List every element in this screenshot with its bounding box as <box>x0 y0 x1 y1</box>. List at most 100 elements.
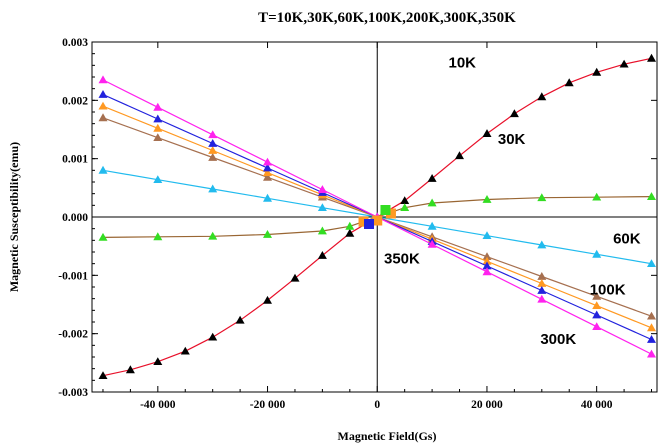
series-0-point <box>592 67 602 76</box>
series-0-point <box>427 174 437 182</box>
y-tick-label: 0.000 <box>62 212 88 224</box>
series-4-point <box>153 123 163 132</box>
series-3-point <box>482 252 492 260</box>
temperature-annotation: 10K <box>449 55 477 72</box>
temperature-annotation: 30K <box>498 131 526 148</box>
series-3-point <box>98 113 108 122</box>
series-0-point <box>98 371 108 379</box>
series-0-point <box>619 59 629 68</box>
series-1-point <box>98 232 108 241</box>
series-6-point <box>208 130 218 139</box>
series-4-point <box>263 168 272 176</box>
series-1-point <box>345 221 355 230</box>
series-4-point <box>482 256 492 265</box>
series-0-point <box>509 109 519 118</box>
series-5-point <box>263 163 272 172</box>
series-4-point <box>647 323 656 332</box>
series-4-point <box>537 279 547 287</box>
series-0-point <box>263 295 272 304</box>
series-0-point <box>208 332 218 341</box>
series-3-point <box>263 172 272 181</box>
y-tick-label: -0.002 <box>58 329 88 341</box>
origin-marker <box>372 215 383 226</box>
series-6-point <box>647 349 656 358</box>
series-2-point <box>592 249 602 258</box>
series-0-point <box>345 228 355 237</box>
series-0-point <box>537 92 547 101</box>
plot-area: -40 000 -20 000 0 20 000 40 000 0.003 0.002 0.0… <box>58 37 658 411</box>
origin-marker <box>364 219 375 229</box>
series-0-point <box>482 129 492 137</box>
y-tick-label: 0.002 <box>62 95 88 107</box>
series-3-point <box>647 311 656 320</box>
origin-marker <box>358 216 369 227</box>
series-5-point <box>153 114 163 123</box>
series-1-point <box>400 203 410 211</box>
origin-marker <box>385 208 396 219</box>
series-0-point <box>153 357 163 365</box>
x-tick-label: 0 <box>374 399 380 411</box>
series-6-point <box>592 322 602 330</box>
y-tick-label: -0.001 <box>58 270 88 282</box>
series-0-point <box>400 196 410 204</box>
series-0-point <box>180 346 190 355</box>
series-5-point <box>482 261 492 270</box>
series-1-point <box>482 195 492 203</box>
series-0-point <box>317 251 327 259</box>
series-2-point <box>482 231 492 239</box>
y-axis-label: Magnetic Susceptibility(emu) <box>7 142 21 292</box>
x-tick-label: 20 000 <box>471 399 503 411</box>
series-0-point <box>235 315 245 324</box>
temperature-annotation: 300K <box>540 331 576 348</box>
series-6-point <box>263 157 272 166</box>
series-6-point <box>427 239 437 248</box>
series-0-point <box>564 78 574 87</box>
temperature-annotation: 100K <box>590 282 626 299</box>
x-tick-label: 40 000 <box>581 399 613 411</box>
series-1-point <box>537 193 547 202</box>
x-tick-label: -20 000 <box>250 399 286 411</box>
series-2-point <box>153 175 163 183</box>
series-2-point <box>427 221 437 230</box>
series-2-point <box>537 240 547 249</box>
series-5-point <box>98 90 108 98</box>
series-2-point <box>317 203 327 211</box>
temperature-annotation: 350K <box>384 251 420 268</box>
series-3-point <box>537 272 547 280</box>
series-6-point <box>482 267 492 276</box>
series-3-point <box>592 291 602 300</box>
series-0-point <box>125 365 135 374</box>
series-5-point <box>208 139 218 147</box>
series-1-point <box>427 198 437 207</box>
series-1-point <box>208 231 218 240</box>
series-4-point <box>98 101 108 110</box>
series-6-point <box>98 75 108 84</box>
y-tick-label: -0.003 <box>58 387 88 399</box>
series-3-point <box>153 133 163 141</box>
series-4-point <box>592 301 602 309</box>
series-1-point <box>647 192 656 200</box>
series-0-point <box>647 53 656 62</box>
x-tick-label: -40 000 <box>140 399 176 411</box>
series-6-point <box>537 294 547 303</box>
series-2-point <box>98 165 108 174</box>
y-tick-label: 0.001 <box>62 154 88 166</box>
series-6-point <box>153 102 163 111</box>
series-2-point <box>208 184 218 193</box>
series-1-point <box>153 232 163 241</box>
series-2-point <box>263 193 272 202</box>
x-axis-label: Magnetic Field(Gs) <box>338 429 437 443</box>
series-2-point <box>647 259 656 267</box>
series-3-point <box>208 153 218 161</box>
series-5-point <box>592 310 602 319</box>
series-1-point <box>317 226 327 235</box>
series-1-point <box>592 192 602 201</box>
origin-marker <box>380 205 391 215</box>
series-5-point <box>647 335 656 343</box>
chart-title: T=10K,30K,60K,100K,200K,300K,350K <box>258 10 516 26</box>
series-6-point <box>317 185 327 193</box>
y-tick-label: 0.003 <box>62 37 88 49</box>
series-1-point <box>263 230 272 238</box>
series-0-point <box>455 151 464 160</box>
